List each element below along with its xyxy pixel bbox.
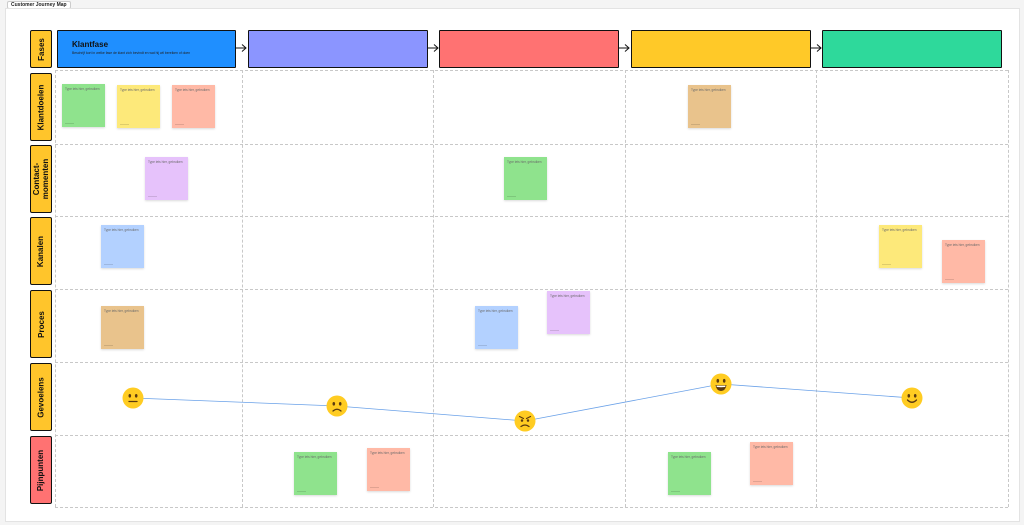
arrow-right-icon <box>236 44 247 52</box>
row-label-proces: Proces <box>30 290 52 358</box>
sticky-note[interactable]: Type iets hier, gebruiken <box>475 306 518 349</box>
phase-2[interactable] <box>248 30 428 68</box>
row-label-contactmomenten: Contact- momenten <box>30 145 52 213</box>
grid-line <box>242 70 243 507</box>
arrow-right-icon <box>619 44 630 52</box>
sticky-note[interactable]: Type iets hier, gebruiken <box>688 85 731 128</box>
phase-1[interactable]: Klantfase Beschrijf kort in welke fase d… <box>57 30 236 68</box>
sticky-note[interactable]: Type iets hier, gebruiken <box>172 85 215 128</box>
grid-line <box>55 507 1008 508</box>
grid-line <box>816 70 817 507</box>
grid-line <box>55 289 1008 290</box>
sticky-note[interactable]: Type iets hier, gebruiken <box>879 225 922 268</box>
neutral-face-icon[interactable] <box>122 387 144 409</box>
phase-4[interactable] <box>631 30 811 68</box>
row-label-gevoelens: Gevoelens <box>30 363 52 431</box>
row-label-fases: Fases <box>30 30 52 68</box>
phase-1-description: Beschrijf kort in welke fase de klant zi… <box>72 51 191 55</box>
grid-line <box>55 216 1008 217</box>
sad-face-icon[interactable] <box>326 395 348 417</box>
sticky-note[interactable]: Type iets hier, gebruiken <box>294 452 337 495</box>
row-label-klantdoelen: Klantdoelen <box>30 73 52 141</box>
sticky-note[interactable]: Type iets hier, gebruiken <box>750 442 793 485</box>
sticky-note[interactable]: Type iets hier, gebruiken <box>101 225 144 268</box>
sticky-note[interactable]: Type iets hier, gebruiken <box>62 84 105 127</box>
sticky-note[interactable]: Type iets hier, gebruiken <box>668 452 711 495</box>
sticky-note[interactable]: Type iets hier, gebruiken <box>367 448 410 491</box>
angry-face-icon[interactable] <box>514 410 536 432</box>
grid-line <box>1008 70 1009 507</box>
row-label-pijnpunten: Pijnpunten <box>30 436 52 504</box>
sticky-note[interactable]: Type iets hier, gebruiken <box>942 240 985 283</box>
sticky-note[interactable]: Type iets hier, gebruiken <box>504 157 547 200</box>
grid-line <box>55 144 1008 145</box>
sticky-note[interactable]: Type iets hier, gebruiken <box>145 157 188 200</box>
phase-1-title: Klantfase <box>72 40 109 49</box>
grid-line <box>55 362 1008 363</box>
arrow-right-icon <box>811 44 822 52</box>
arrow-right-icon <box>428 44 439 52</box>
grid-line <box>433 70 434 507</box>
phase-5[interactable] <box>822 30 1002 68</box>
grid-line <box>55 70 1008 71</box>
grinning-face-icon[interactable] <box>710 373 732 395</box>
sticky-note[interactable]: Type iets hier, gebruiken <box>101 306 144 349</box>
row-label-kanalen: Kanalen <box>30 217 52 285</box>
phase-3[interactable] <box>439 30 619 68</box>
grid-line <box>55 70 56 507</box>
smiling-face-icon[interactable] <box>901 387 923 409</box>
grid-line <box>55 435 1008 436</box>
grid-line <box>625 70 626 507</box>
sticky-note[interactable]: Type iets hier, gebruiken <box>117 85 160 128</box>
sticky-note[interactable]: Type iets hier, gebruiken <box>547 291 590 334</box>
